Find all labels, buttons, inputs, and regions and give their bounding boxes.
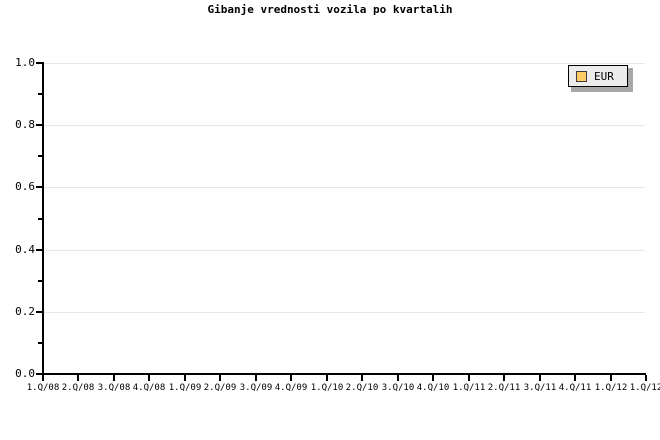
x-tick [361,375,363,381]
x-axis-label: 1.Q/08 [26,383,60,393]
x-axis-label: 1.Q/12 [629,383,660,393]
x-axis-label: 2.Q/08 [61,383,95,393]
x-axis-label: 4.Q/09 [274,383,308,393]
x-axis-label: 3.Q/10 [381,383,415,393]
x-axis-label: 1.Q/12 [594,383,628,393]
x-tick [184,375,186,381]
y-tick-minor [38,280,42,282]
y-axis-label: 1.0 [15,56,35,69]
x-tick [255,375,257,381]
legend-swatch-eur [576,70,587,82]
y-axis-label: 0.6 [15,180,35,193]
x-tick [397,375,399,381]
legend-box[interactable]: EUR [568,65,628,87]
x-tick [219,375,221,381]
x-axis-label: 4.Q/08 [132,383,166,393]
x-tick [468,375,470,381]
y-axis-label: 0.4 [15,243,35,256]
y-tick-major [36,373,42,375]
y-axis-label: 0.8 [15,118,35,131]
gridline [44,312,645,313]
gridline [44,63,645,64]
x-tick [432,375,434,381]
y-tick-major [36,186,42,188]
x-axis-label: 4.Q/11 [558,383,592,393]
gridline [44,250,645,251]
x-axis-label: 1.Q/10 [310,383,344,393]
x-tick [290,375,292,381]
y-axis-label: 0.2 [15,305,35,318]
x-axis-label: 2.Q/09 [203,383,237,393]
y-tick-major [36,62,42,64]
y-tick-minor [38,155,42,157]
x-tick [503,375,505,381]
gridline [44,187,645,188]
y-tick-major [36,124,42,126]
y-tick-minor [38,342,42,344]
x-axis-label: 2.Q/11 [487,383,521,393]
x-axis-label: 1.Q/11 [452,383,486,393]
x-tick [539,375,541,381]
y-tick-major [36,311,42,313]
x-tick [42,375,44,381]
y-tick-minor [38,218,42,220]
x-tick [77,375,79,381]
y-tick-minor [38,93,42,95]
x-tick [645,375,647,381]
x-tick [148,375,150,381]
x-axis-label: 1.Q/09 [168,383,202,393]
x-axis-label: 3.Q/11 [523,383,557,393]
y-tick-major [36,249,42,251]
gridline [44,125,645,126]
x-axis-label: 4.Q/10 [416,383,450,393]
chart-title: Gibanje vrednosti vozila po kvartalih [207,3,453,16]
x-axis-label: 3.Q/09 [239,383,273,393]
legend-label-eur: EUR [594,69,614,83]
x-tick [610,375,612,381]
plot-area [42,63,645,374]
y-axis-label: 0.0 [15,367,35,380]
y-axis-line [42,62,44,375]
x-axis-line [42,373,646,375]
x-axis-label: 3.Q/08 [97,383,131,393]
x-tick [574,375,576,381]
x-tick [326,375,328,381]
x-tick [113,375,115,381]
x-axis-label: 2.Q/10 [345,383,379,393]
